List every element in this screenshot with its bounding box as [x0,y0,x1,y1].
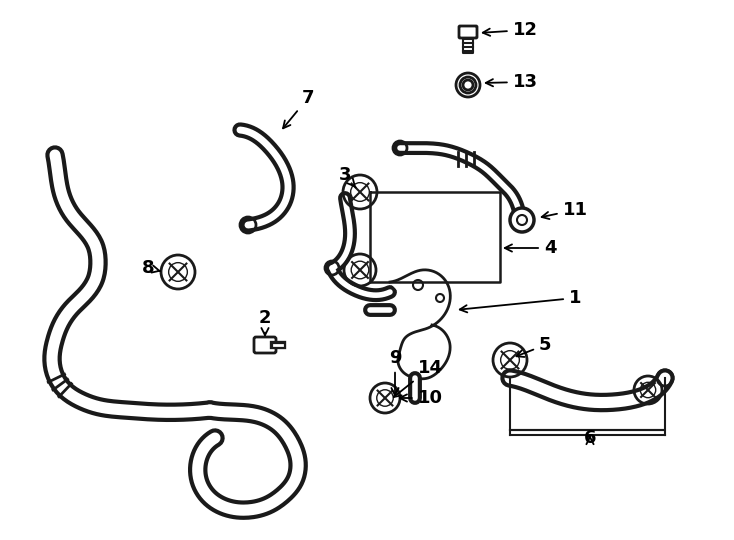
Text: 1: 1 [459,289,581,313]
Text: 3: 3 [339,166,356,187]
Text: 7: 7 [283,89,314,129]
Text: 5: 5 [517,336,551,357]
Polygon shape [390,270,451,379]
Text: 13: 13 [486,73,537,91]
Text: 12: 12 [483,21,537,39]
Text: 10: 10 [400,389,443,407]
Text: 2: 2 [259,309,272,335]
Text: 6: 6 [584,429,596,447]
FancyBboxPatch shape [254,337,276,353]
Text: 14: 14 [393,359,443,397]
Text: 4: 4 [505,239,556,257]
Text: 8: 8 [142,259,160,277]
Text: 11: 11 [542,201,587,219]
Text: 9: 9 [389,349,401,395]
Circle shape [510,208,534,232]
FancyBboxPatch shape [459,26,477,38]
